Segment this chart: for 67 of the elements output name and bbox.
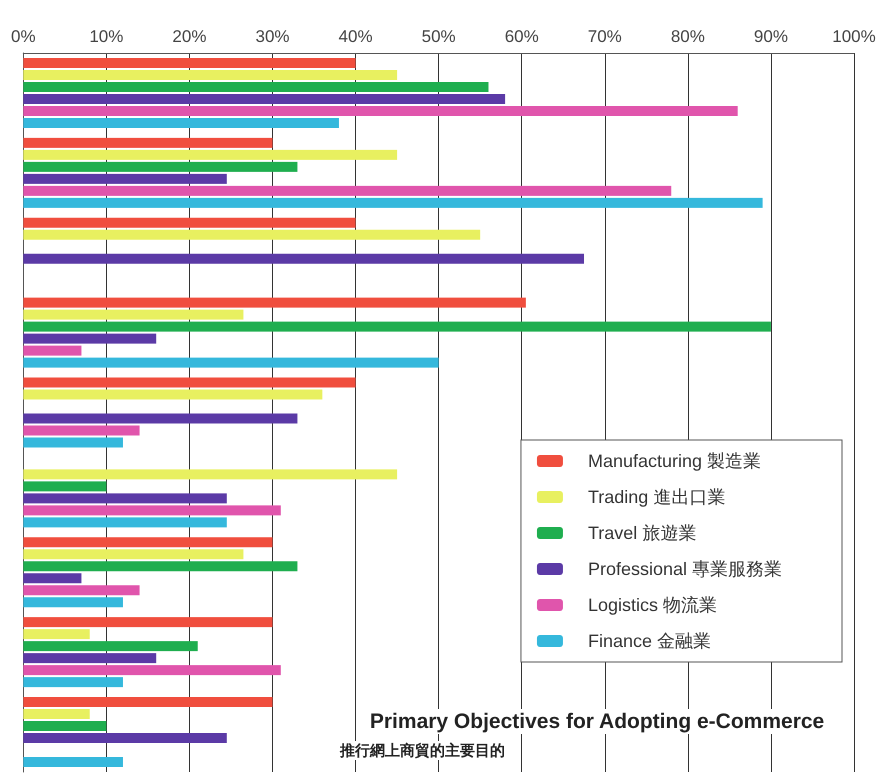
bar	[23, 322, 771, 332]
bar	[23, 469, 398, 480]
bar	[23, 629, 90, 640]
x-tick-label: 80%	[670, 27, 705, 46]
bar	[23, 186, 672, 196]
bar	[23, 150, 398, 160]
x-tick-label: 50%	[422, 27, 456, 46]
x-tick-label: 0%	[10, 27, 36, 46]
legend-label: Finance 金融業	[588, 631, 711, 651]
bar	[23, 58, 356, 68]
x-tick-label: 60%	[504, 27, 539, 46]
x-tick-label: 90%	[754, 27, 788, 46]
bar	[23, 505, 281, 516]
bar	[23, 162, 298, 172]
bar	[23, 653, 156, 664]
x-tick-label: 10%	[89, 27, 124, 46]
bar	[23, 138, 272, 148]
bar	[23, 230, 480, 240]
bar	[23, 665, 281, 676]
legend-label: Manufacturing 製造業	[588, 451, 762, 471]
x-tick-label: 70%	[588, 27, 622, 46]
bar	[23, 549, 244, 560]
bar	[23, 677, 123, 688]
bar	[23, 493, 227, 504]
bar	[23, 390, 322, 400]
bar	[23, 70, 398, 80]
bar	[23, 641, 198, 652]
bar	[23, 174, 227, 184]
x-tick-label: 100%	[832, 27, 876, 46]
bar	[23, 118, 339, 128]
bar	[23, 198, 763, 208]
bar	[23, 709, 90, 720]
bar	[23, 358, 439, 368]
legend-label: Travel 旅遊業	[588, 523, 696, 543]
bar	[23, 94, 506, 104]
bar	[23, 254, 584, 264]
bar	[23, 733, 227, 744]
bar	[23, 378, 356, 388]
bar	[23, 438, 123, 448]
text: Primary Objectives for Adopting e-Commerce	[370, 710, 824, 733]
bar	[23, 585, 140, 596]
bar	[23, 82, 488, 92]
legend-label: Trading 進出口業	[588, 487, 726, 507]
x-tick-label: 20%	[172, 27, 206, 46]
bar	[23, 218, 356, 228]
bar	[23, 757, 123, 768]
bar	[23, 426, 140, 436]
bar	[23, 561, 298, 572]
legend-label: Logistics 物流業	[588, 595, 717, 615]
bar	[23, 106, 738, 116]
bar	[23, 346, 82, 356]
x-tick-label: 40%	[338, 27, 373, 46]
bar	[23, 298, 526, 308]
bar	[23, 617, 272, 628]
bar	[23, 697, 272, 708]
bar	[23, 414, 298, 424]
x-tick-label: 30%	[255, 27, 290, 46]
bar	[23, 597, 123, 608]
bar	[23, 334, 156, 344]
legend-label: Professional 專業服務業	[588, 559, 782, 579]
bar	[23, 310, 244, 320]
bar	[23, 517, 227, 528]
text: 推行網上商貿的主要目的	[339, 742, 505, 760]
bar	[23, 721, 106, 732]
bar	[23, 537, 272, 548]
bar	[23, 573, 82, 584]
bar	[23, 481, 106, 492]
